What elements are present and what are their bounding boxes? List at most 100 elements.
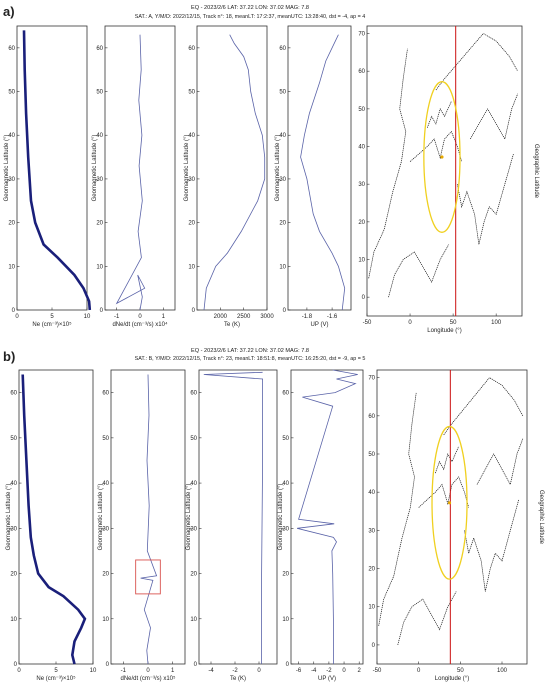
coastline	[434, 446, 460, 474]
y-axis-label: Geomagnetic Latitude (°)	[275, 135, 281, 202]
x-tick-label: 1	[162, 314, 166, 320]
x-tick-label: -2	[326, 668, 332, 674]
panel-a-subtitle: SAT.: A, Y/M/D: 2022/12/15, Track n°: 18…	[135, 14, 366, 20]
y-tick-label: 60	[188, 46, 195, 52]
series-line	[297, 369, 358, 664]
x-tick-label: 0	[138, 314, 142, 320]
x-tick-label: -6	[296, 668, 302, 674]
y-tick-label: 40	[282, 481, 289, 487]
y-tick-label: 0	[106, 662, 110, 668]
y-tick-label: 50	[102, 436, 109, 442]
y-tick-label: 40	[190, 481, 197, 487]
x-tick-label: 100	[497, 668, 508, 674]
x-tick-label: 2500	[237, 314, 251, 320]
x-axis-label: Te (K)	[224, 322, 240, 328]
x-tick-label: 0	[342, 668, 346, 674]
y-axis-label: Geomagnetic Latitude (°)	[92, 135, 98, 202]
x-axis-label: dNe/dt (cm⁻³/s) x10⁵	[121, 675, 177, 682]
coastline	[469, 93, 519, 140]
x-tick-label: 50	[450, 320, 457, 326]
x-tick-label: -1.8	[302, 314, 313, 320]
axes-frame	[196, 25, 268, 311]
panel-a-label: a)	[3, 4, 15, 19]
x-tick-label: -50	[363, 320, 372, 326]
axes-frame	[376, 369, 528, 665]
y-tick-label: 50	[8, 90, 15, 96]
x-axis-label: Te (K)	[230, 676, 246, 682]
y-tick-label: 30	[190, 526, 197, 532]
y-tick-label: 40	[358, 145, 365, 151]
y-tick-label: 70	[358, 32, 365, 38]
y-tick-label: 20	[368, 567, 375, 573]
x-axis-label: Longitude (°)	[435, 676, 469, 682]
y-axis-label: Geomagnetic Latitude (°)	[186, 484, 192, 551]
y-tick-label: 20	[279, 221, 286, 227]
y-tick-label: 30	[10, 526, 17, 532]
subplot-a-ne: 0 10 20 30 40 50 60 0 5 10 Ne (cm⁻³)×10⁵ Geomagneti…	[4, 25, 92, 328]
y-tick-label: 60	[10, 391, 17, 397]
x-axis-label: dNe/dt (cm⁻³/s) x10⁴	[112, 321, 168, 328]
x-tick-label: -1	[121, 668, 127, 674]
epicenter-marker	[440, 155, 444, 159]
y-tick-label: 60	[96, 46, 103, 52]
y-tick-label: 20	[102, 572, 109, 578]
dobrovolsky-ellipse	[423, 81, 461, 233]
y-tick-label: 10	[368, 605, 375, 611]
y-tick-label: 40	[279, 133, 286, 139]
x-tick-label: 1	[171, 668, 175, 674]
subplot-b-up: 0 10 20 30 40 50 60 -6 -4 -2 0 2 UP (V) Geomagnetic L…	[278, 369, 364, 682]
y-tick-label: 0	[12, 308, 16, 314]
x-tick-label: -2	[232, 668, 238, 674]
x-tick-label: -50	[373, 668, 382, 674]
y-tick-label: 30	[282, 526, 289, 532]
y-tick-label: 10	[190, 617, 197, 623]
x-tick-label: 0	[408, 320, 412, 326]
axes-frame	[287, 25, 352, 311]
x-tick-label: -4	[311, 668, 317, 674]
y-tick-label: 60	[102, 391, 109, 397]
axes-frame	[18, 369, 94, 665]
y-tick-label: 20	[358, 220, 365, 226]
y-tick-label: 40	[102, 481, 109, 487]
y-tick-label: 0	[194, 662, 198, 668]
y-tick-label: 30	[368, 528, 375, 534]
coastline	[426, 101, 452, 128]
y-tick-label: 20	[10, 572, 17, 578]
coastline	[397, 591, 457, 645]
x-tick-label: 10	[90, 668, 97, 674]
y-tick-label: 20	[190, 572, 197, 578]
series-line	[115, 34, 146, 311]
coastline	[457, 154, 514, 245]
y-tick-label: 40	[8, 133, 15, 139]
x-tick-label: 0	[257, 668, 261, 674]
y-tick-label: 30	[188, 177, 195, 183]
x-tick-label: 5	[54, 668, 58, 674]
series-line	[203, 371, 264, 664]
series-line	[21, 374, 87, 665]
y-tick-label: 60	[358, 69, 365, 75]
y-tick-label: 60	[279, 46, 286, 52]
y-tick-label: 20	[188, 221, 195, 227]
y-tick-label: 10	[282, 617, 289, 623]
subplot-b-map: 0 10 20 30 40 50 60 70 -50 0 50 100 Longitude (°) Geo…	[368, 369, 544, 682]
y-tick-label: 50	[279, 90, 286, 96]
subplot-a-map: 0 10 20 30 40 50 60 70 -50 0 50 100 Longitude (°) Geo…	[358, 25, 539, 334]
axes-frame	[104, 25, 176, 311]
y-tick-label: 20	[8, 221, 15, 227]
y-tick-label: 50	[358, 107, 365, 113]
x-tick-label: 10	[84, 314, 91, 320]
y-tick-label: 0	[14, 662, 18, 668]
subplot-b-te: 0 10 20 30 40 50 60 -4 -2 0 Te (K) Geomagnetic Lati…	[186, 369, 278, 682]
y-tick-label: 10	[188, 264, 195, 270]
y-axis-label: Geomagnetic Latitude (°)	[278, 484, 284, 551]
dobrovolsky-ellipse	[431, 425, 468, 580]
y-axis-label: Geomagnetic Latitude (°)	[98, 484, 104, 551]
y-tick-label: 50	[190, 436, 197, 442]
y-tick-label: 20	[96, 221, 103, 227]
y-tick-label: 60	[8, 46, 15, 52]
coastline	[418, 476, 470, 508]
x-tick-label: 0	[15, 314, 19, 320]
y-tick-label: 50	[10, 436, 17, 442]
